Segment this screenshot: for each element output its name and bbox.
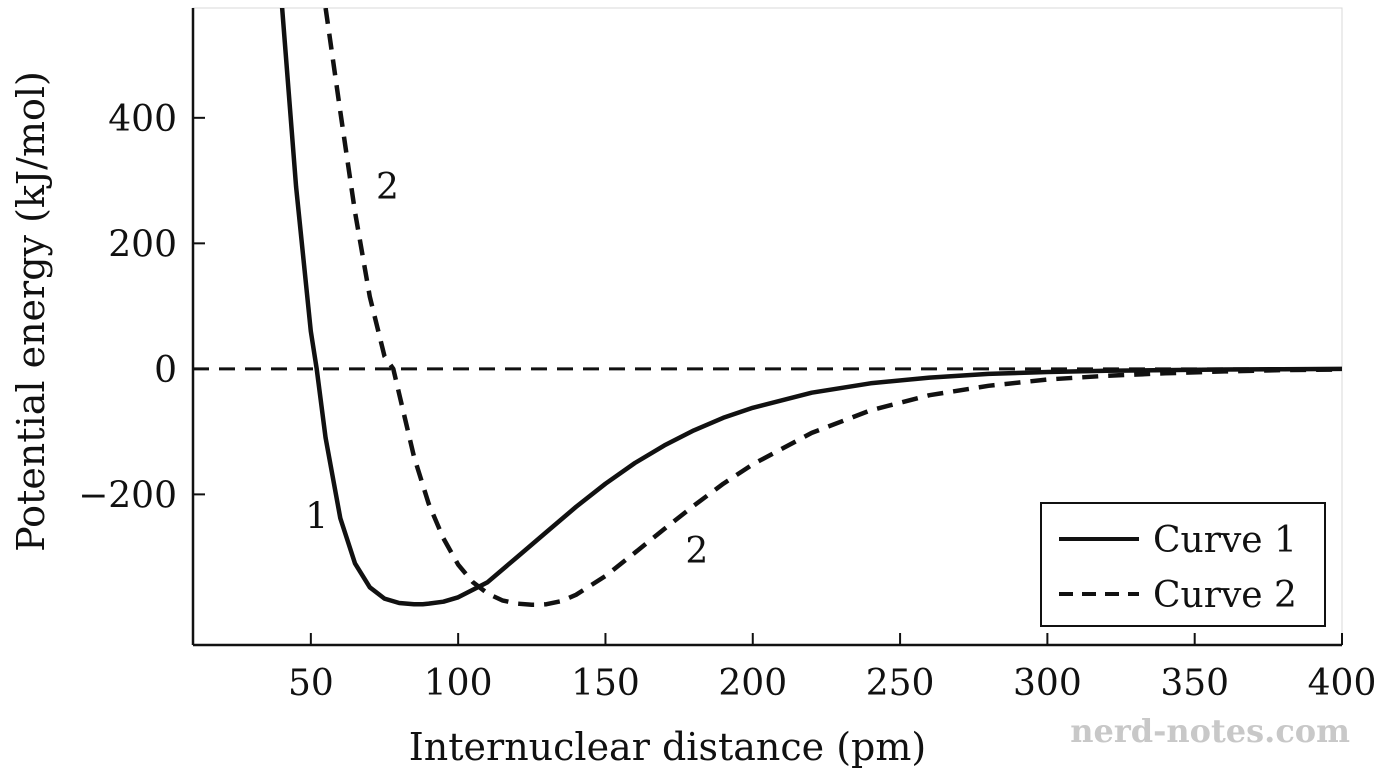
x-tick-label: 100 (424, 663, 493, 704)
curve-annotation-label: 2 (685, 531, 708, 572)
x-ticks: 50 100 150 200 250 300 350 400 (288, 633, 1376, 704)
series-curve-1 (279, 8, 1342, 607)
x-tick-label: 200 (718, 663, 787, 704)
curve-annotations: 2 1 2 (305, 167, 708, 572)
y-ticks: 400 200 0 −200 (78, 99, 205, 516)
x-tick-label: 300 (1013, 663, 1082, 704)
x-tick-label: 250 (866, 663, 935, 704)
y-tick-label: 200 (108, 224, 177, 265)
legend-box (1040, 502, 1326, 627)
y-tick-label: −200 (78, 475, 177, 516)
series-group (193, 8, 1342, 608)
plot-area: 50 100 150 200 250 300 350 400 400 200 0 −200 2 1 2 (78, 7, 1376, 704)
x-tick-label: 50 (288, 663, 334, 704)
series-curve-2 (323, 8, 1342, 608)
y-tick-label: 400 (108, 99, 177, 140)
x-tick-label: 350 (1160, 663, 1229, 704)
legend-label-curve-1: Curve 1 (1153, 520, 1297, 561)
x-axis-title: Internuclear distance (pm) (409, 725, 926, 768)
curve-annotation-label: 2 (376, 167, 399, 208)
legend-label-curve-2: Curve 2 (1153, 575, 1297, 616)
watermark: nerd-notes.com (1070, 712, 1350, 750)
legend: Curve 1 Curve 2 (1040, 502, 1326, 627)
x-tick-label: 150 (571, 663, 640, 704)
y-tick-label: 0 (154, 350, 177, 391)
x-tick-label: 400 (1308, 663, 1376, 704)
curve-annotation-label: 1 (305, 496, 328, 537)
y-axis-title: Potential energy (kJ/mol) (9, 71, 53, 552)
